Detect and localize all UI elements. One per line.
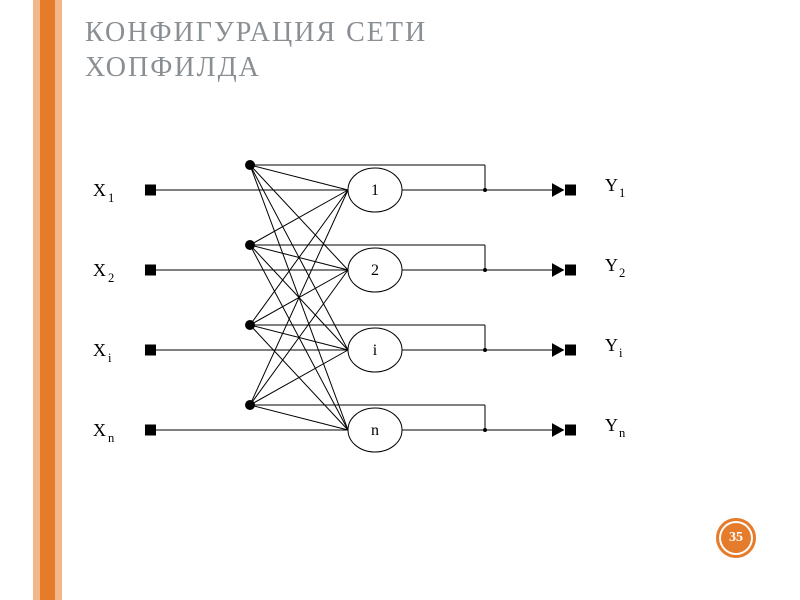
svg-text:1: 1	[108, 191, 114, 205]
svg-text:n: n	[108, 431, 115, 445]
svg-text:i: i	[373, 342, 378, 359]
page-title: КОНФИГУРАЦИЯ СЕТИ ХОПФИЛДА	[85, 15, 605, 85]
svg-text:1: 1	[371, 182, 379, 199]
hopfield-network-diagram: X11Y1X22Y2XiiYiXnnYn	[85, 135, 675, 495]
svg-text:i: i	[619, 346, 623, 360]
svg-text:n: n	[371, 422, 379, 439]
svg-text:i: i	[108, 351, 112, 365]
svg-text:2: 2	[371, 262, 379, 279]
svg-text:Y: Y	[605, 175, 618, 195]
svg-text:X: X	[93, 260, 106, 280]
svg-text:X: X	[93, 180, 106, 200]
svg-text:X: X	[93, 340, 106, 360]
stripe-inner	[40, 0, 55, 600]
svg-text:Y: Y	[605, 255, 618, 275]
slide-number: 35	[729, 530, 743, 546]
slide-number-badge: 35	[716, 518, 756, 558]
svg-text:2: 2	[108, 271, 114, 285]
svg-text:2: 2	[619, 266, 625, 280]
svg-text:Y: Y	[605, 415, 618, 435]
svg-text:n: n	[619, 426, 626, 440]
svg-text:1: 1	[619, 186, 625, 200]
svg-text:Y: Y	[605, 335, 618, 355]
svg-text:X: X	[93, 420, 106, 440]
